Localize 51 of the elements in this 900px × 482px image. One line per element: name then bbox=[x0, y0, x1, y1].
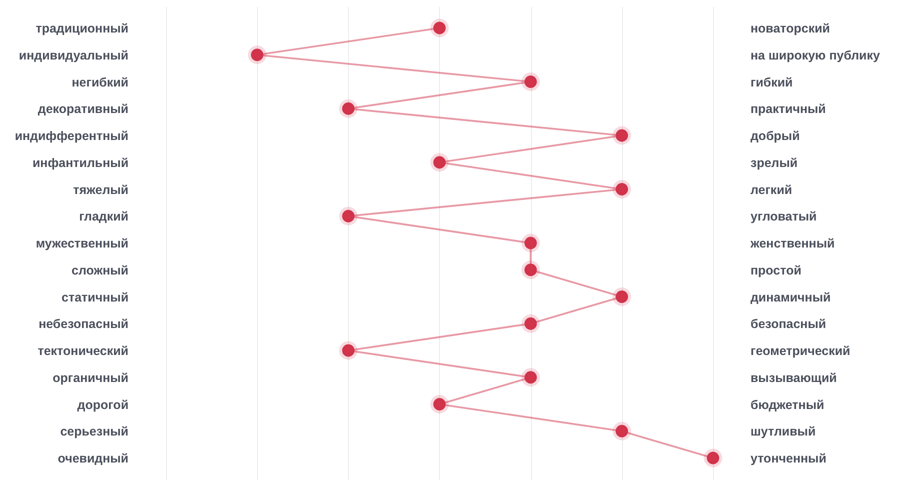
y2-tick-label: бюджетный bbox=[750, 398, 824, 412]
point bbox=[612, 180, 632, 198]
y-tick-label: тяжелый bbox=[73, 182, 128, 197]
point bbox=[612, 126, 632, 145]
point bbox=[339, 341, 358, 360]
point bbox=[430, 18, 449, 38]
y2-tick-label: шутливый bbox=[750, 424, 816, 439]
point bbox=[521, 72, 540, 91]
y-tick-label: мужественный bbox=[36, 236, 128, 250]
y-tick-label: статичный bbox=[62, 290, 128, 304]
y-tick-label: традиционный bbox=[36, 22, 128, 36]
y-tick-label: серьезный bbox=[60, 424, 128, 439]
y-tick-label: негибкий bbox=[72, 75, 128, 90]
y-tick-label: небезопасный bbox=[38, 317, 128, 332]
y2-tick-label: угловатый bbox=[750, 210, 817, 224]
y2-tick-label: утонченный bbox=[750, 452, 826, 466]
y-tick-label: дорогой bbox=[77, 398, 128, 412]
y-tick-label: очевидный bbox=[58, 452, 128, 466]
y-tick-label: гладкий bbox=[79, 210, 128, 224]
y2-tick-label: зрелый bbox=[750, 156, 798, 170]
y-tick-label: тектонический bbox=[38, 344, 128, 358]
point bbox=[521, 260, 540, 280]
point bbox=[430, 395, 449, 414]
y-tick-label: инфантильный bbox=[32, 156, 128, 170]
y2-tick-label: новаторский bbox=[750, 22, 830, 36]
y-tick-label: индивидуальный bbox=[18, 48, 128, 62]
point bbox=[430, 153, 449, 172]
y2-tick-label: вызывающий bbox=[750, 370, 837, 385]
y2-tick-label: геометрический bbox=[750, 344, 850, 358]
point bbox=[248, 46, 266, 64]
point bbox=[339, 99, 358, 118]
y2-tick-label: динамичный bbox=[750, 290, 831, 304]
point bbox=[704, 448, 722, 468]
y-tick-label: декоративный bbox=[38, 102, 128, 116]
y2-tick-label: на широкую публику bbox=[750, 48, 880, 62]
point bbox=[521, 314, 540, 333]
y2-tick-label: практичный bbox=[750, 102, 826, 116]
y2-tick-label: добрый bbox=[750, 129, 800, 143]
y-tick-label: индифферентный bbox=[14, 129, 128, 143]
y2-tick-label: безопасный bbox=[750, 317, 826, 332]
y2-tick-label: гибкий bbox=[750, 75, 793, 90]
y-tick-label: органичный bbox=[52, 370, 128, 385]
y2-tick-label: легкий bbox=[750, 182, 792, 197]
y-tick-label: сложный bbox=[72, 263, 128, 278]
point bbox=[339, 206, 358, 226]
y2-tick-label: простой bbox=[750, 263, 802, 278]
point bbox=[612, 288, 632, 306]
point bbox=[521, 368, 540, 387]
point bbox=[612, 422, 632, 440]
y2-tick-label: женственный bbox=[750, 236, 835, 250]
point bbox=[521, 234, 540, 252]
